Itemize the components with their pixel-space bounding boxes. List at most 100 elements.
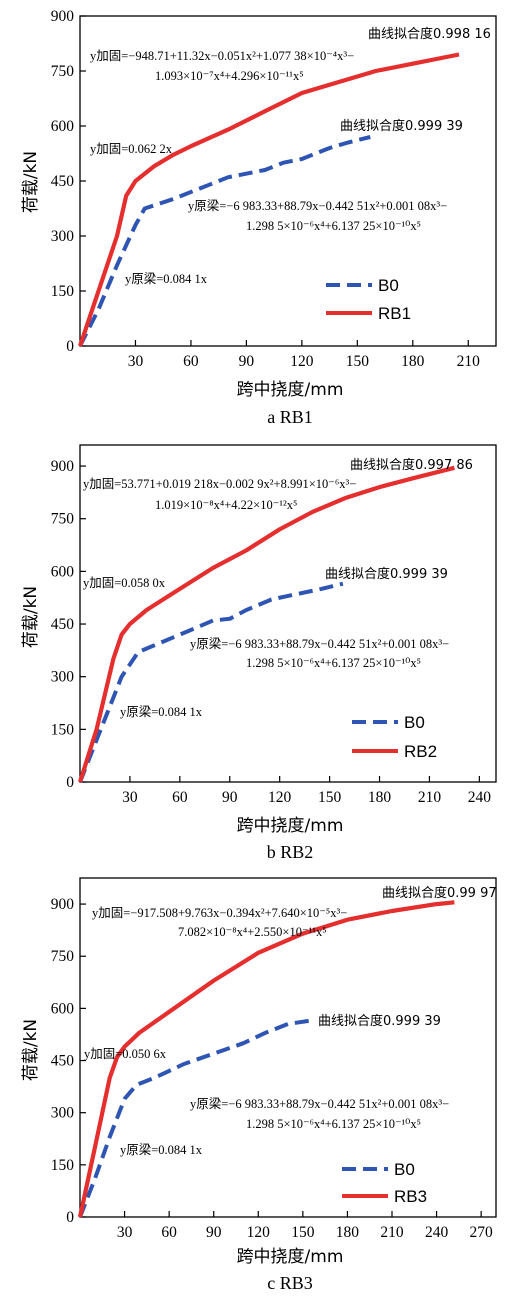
equation-original-line1: y原梁=−6 983.33+88.79x−0.442 51x²+0.001 08… (190, 636, 449, 651)
caption: c RB3 (267, 1273, 313, 1293)
y-tick-label: 600 (51, 563, 75, 580)
equation-original-line2: 1.298 5×10⁻⁶x⁴+6.137 25×10⁻¹⁰x⁵ (246, 219, 421, 233)
equation-reinforced-line2: 1.093×10⁻⁷x⁴+4.296×10⁻¹¹x⁵ (155, 69, 304, 83)
linear-eq-original: y原梁=0.084 1x (120, 704, 203, 719)
x-axis-title: 跨中挠度/mm (237, 816, 344, 836)
x-tick-label: 90 (239, 353, 255, 370)
fit-label-original: 曲线拟合度0.999 39 (340, 118, 463, 134)
axes-ticks: 0 150 300 450 600 750 900 30 60 90 120 150 180 210 240 (51, 444, 497, 806)
y-tick-label: 300 (51, 669, 75, 686)
y-tick-label: 900 (51, 896, 75, 913)
legend-label-rb1: RB1 (378, 304, 411, 323)
y-axis-title: 荷载/kN (21, 1019, 41, 1081)
equation-reinforced-line1: y加固=53.771+0.019 218x−0.002 9x²+8.991×10… (83, 477, 356, 491)
y-tick-label: 900 (51, 8, 75, 25)
chart-panel-rb3: 0 150 300 450 600 750 900 30 60 90 120 150 180 210 240… (21, 877, 497, 1293)
axes-frame (79, 877, 497, 1218)
y-tick-label: 600 (51, 1000, 75, 1017)
legend-label-b0: B0 (394, 1160, 415, 1179)
series-line-b0 (78, 581, 344, 783)
equation-original-line2: 1.298 5×10⁻⁶x⁴+6.137 25×10⁻¹⁰x⁵ (246, 656, 421, 670)
x-tick-label: 30 (128, 353, 144, 370)
series-line-b0 (78, 135, 371, 347)
x-tick-label: 180 (401, 353, 425, 370)
x-tick-label: 90 (222, 789, 238, 806)
x-tick-label: 240 (468, 789, 492, 806)
legend-label-b0: B0 (378, 276, 399, 295)
series-line-rb3 (77, 900, 455, 1218)
equation-reinforced-line1: y加固=−917.508+9.763x−0.394x²+7.640×10⁻⁵x³… (92, 906, 347, 920)
y-tick-label: 450 (51, 616, 75, 633)
y-tick-label: 900 (51, 458, 75, 475)
x-tick-label: 240 (425, 1224, 449, 1241)
y-tick-label: 150 (51, 1157, 75, 1174)
x-tick-label: 150 (291, 1224, 315, 1241)
equation-reinforced-line2: 7.082×10⁻⁸x⁴+2.550×10⁻¹¹x⁵ (178, 925, 327, 939)
y-tick-label: 450 (51, 1053, 75, 1070)
x-axis-title: 跨中挠度/mm (237, 380, 344, 400)
y-tick-label: 0 (66, 1209, 74, 1226)
y-tick-label: 300 (51, 228, 75, 245)
linear-eq-original: y原梁=0.084 1x (120, 1142, 203, 1157)
legend: B0 RB1 (326, 276, 411, 323)
x-tick-label: 90 (206, 1224, 222, 1241)
y-tick-label: 150 (51, 283, 75, 300)
y-tick-label: 750 (51, 63, 75, 80)
legend-label-rb2: RB2 (404, 742, 437, 761)
caption: a RB1 (267, 407, 313, 427)
x-tick-label: 120 (268, 789, 292, 806)
y-axis-title: 荷载/kN (21, 586, 41, 648)
equation-original-line2: 1.298 5×10⁻⁶x⁴+6.137 25×10⁻¹⁰x⁵ (246, 1117, 421, 1131)
linear-eq-reinforced: y加固=0.050 6x (84, 1047, 167, 1061)
fit-label-reinforced: 曲线拟合度0.99 97 (382, 885, 497, 901)
axes-frame (79, 15, 497, 347)
y-tick-label: 0 (66, 774, 74, 791)
y-tick-label: 450 (51, 173, 75, 190)
fit-label-reinforced: 曲线拟合度0.997 86 (350, 457, 473, 473)
equation-original-line1: y原梁=−6 983.33+88.79x−0.442 51x²+0.001 08… (190, 1096, 449, 1111)
axes-ticks: 0 150 300 450 600 750 900 30 60 90 120 150 180 210 240… (51, 877, 497, 1241)
x-tick-label: 210 (457, 353, 481, 370)
y-tick-label: 0 (66, 338, 74, 355)
x-tick-label: 210 (418, 789, 442, 806)
series-line-rb2 (77, 465, 455, 783)
curves (77, 900, 455, 1218)
fit-label-original: 曲线拟合度0.999 39 (325, 566, 448, 582)
legend-label-rb3: RB3 (394, 1187, 427, 1206)
legend-label-b0: B0 (404, 713, 425, 732)
x-tick-label: 30 (122, 789, 138, 806)
x-axis-title: 跨中挠度/mm (237, 1247, 344, 1267)
x-tick-label: 30 (117, 1224, 133, 1241)
equation-original-line1: y原梁=−6 983.33+88.79x−0.442 51x²+0.001 08… (188, 198, 447, 213)
axes-ticks: 0 150 300 450 600 750 900 30 60 90 120 150 180 210 (51, 8, 497, 370)
y-tick-label: 750 (51, 948, 75, 965)
y-axis-title: 荷载/kN (21, 151, 41, 213)
x-tick-label: 270 (470, 1224, 494, 1241)
x-tick-label: 150 (346, 353, 370, 370)
x-tick-label: 120 (247, 1224, 271, 1241)
y-tick-label: 600 (51, 118, 75, 135)
x-tick-label: 60 (172, 789, 188, 806)
equation-reinforced-line2: 1.019×10⁻⁸x⁴+4.22×10⁻¹²x⁵ (155, 498, 297, 512)
curves (78, 52, 460, 347)
legend: B0 RB3 (342, 1160, 427, 1206)
series-line-rb1 (78, 52, 460, 347)
y-tick-label: 750 (51, 511, 75, 528)
x-tick-label: 150 (318, 789, 342, 806)
linear-eq-reinforced: y加固=0.062 2x (90, 142, 173, 156)
x-tick-label: 210 (380, 1224, 404, 1241)
legend: B0 RB2 (352, 713, 437, 761)
x-tick-label: 180 (336, 1224, 360, 1241)
chart-panel-rb1: 0 150 300 450 600 750 900 30 60 90 120 150 180 210 荷载… (21, 8, 497, 427)
series-line-b0 (78, 1018, 311, 1218)
x-tick-label: 120 (290, 353, 314, 370)
linear-eq-reinforced: y加固=0.058 0x (83, 576, 166, 590)
x-tick-label: 60 (183, 353, 199, 370)
x-tick-label: 60 (161, 1224, 177, 1241)
fit-label-original: 曲线拟合度0.999 39 (318, 1013, 441, 1029)
linear-eq-original: y原梁=0.084 1x (125, 271, 208, 286)
axes-frame (79, 444, 497, 783)
chart-panel-rb2: 0 150 300 450 600 750 900 30 60 90 120 150 180 210 240… (21, 444, 497, 862)
y-tick-label: 300 (51, 1105, 75, 1122)
